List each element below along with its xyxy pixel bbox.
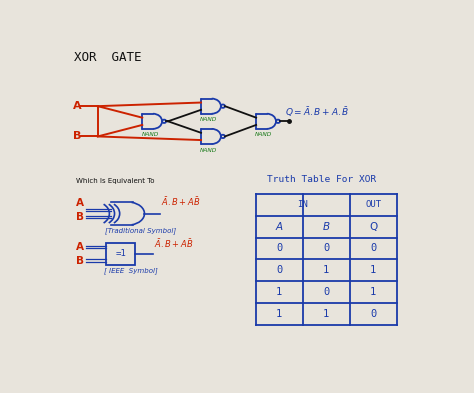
Text: 0: 0 bbox=[370, 243, 376, 253]
Text: 0: 0 bbox=[276, 265, 283, 275]
Text: 0: 0 bbox=[370, 309, 376, 319]
Text: A: A bbox=[76, 198, 84, 208]
Text: 0: 0 bbox=[323, 243, 329, 253]
Text: Which Is Equivalent To: Which Is Equivalent To bbox=[76, 178, 154, 184]
Text: XOR  GATE: XOR GATE bbox=[74, 51, 141, 64]
Text: $\bar{A}.B+A\bar{B}$: $\bar{A}.B+A\bar{B}$ bbox=[161, 195, 201, 208]
Text: IN: IN bbox=[297, 200, 308, 209]
Text: =1: =1 bbox=[115, 250, 126, 259]
Text: 1: 1 bbox=[323, 309, 329, 319]
Bar bbox=[106, 243, 135, 265]
Text: $\bar{A}.B+A\bar{B}$: $\bar{A}.B+A\bar{B}$ bbox=[154, 238, 193, 250]
Text: Truth Table For XOR: Truth Table For XOR bbox=[267, 175, 376, 184]
Text: [ IEEE  Symbol]: [ IEEE Symbol] bbox=[104, 268, 158, 274]
Text: NAND: NAND bbox=[200, 148, 218, 152]
Text: A: A bbox=[73, 101, 82, 111]
Text: 0: 0 bbox=[276, 243, 283, 253]
Text: B: B bbox=[76, 255, 84, 266]
Text: 1: 1 bbox=[276, 287, 283, 297]
Text: 1: 1 bbox=[323, 265, 329, 275]
Text: 1: 1 bbox=[276, 309, 283, 319]
Text: [Traditional Symbol]: [Traditional Symbol] bbox=[105, 227, 176, 233]
Text: 1: 1 bbox=[370, 265, 376, 275]
Text: A: A bbox=[76, 242, 84, 252]
Text: OUT: OUT bbox=[365, 200, 382, 209]
Text: B: B bbox=[76, 212, 84, 222]
Text: NAND: NAND bbox=[141, 132, 159, 138]
Text: 0: 0 bbox=[323, 287, 329, 297]
Text: NAND: NAND bbox=[255, 132, 273, 138]
Text: NAND: NAND bbox=[200, 118, 218, 122]
Text: B: B bbox=[323, 222, 330, 231]
Text: $Q = \bar{A}.B+A.\bar{B}$: $Q = \bar{A}.B+A.\bar{B}$ bbox=[285, 105, 350, 119]
Text: A: A bbox=[276, 222, 283, 231]
Text: B: B bbox=[73, 131, 82, 141]
Text: Q: Q bbox=[369, 222, 377, 231]
Text: 1: 1 bbox=[370, 287, 376, 297]
